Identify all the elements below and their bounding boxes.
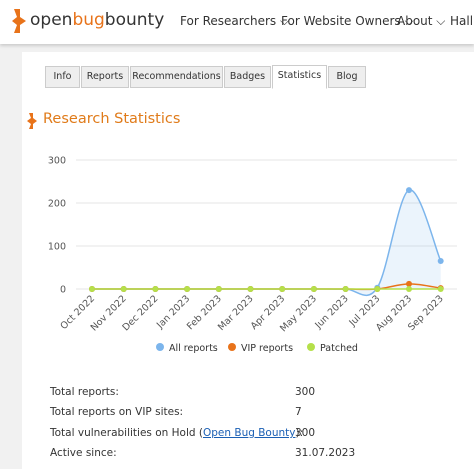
legend-marker (156, 343, 164, 351)
stat-label: Total vulnerabilities on Hold (Open Bug … (50, 427, 303, 439)
nav-text: For Researchers (180, 14, 277, 28)
nav-text: Hall o (450, 14, 474, 28)
logo-text: open (30, 10, 73, 30)
stat-label: Active since: (50, 447, 117, 459)
nav-text: For Website Owners (281, 14, 401, 28)
point (279, 286, 286, 292)
logo-text: bounty (104, 10, 165, 30)
point (374, 286, 381, 292)
point (215, 286, 222, 292)
logo-icon (12, 9, 26, 33)
nav-item[interactable]: For Researchers ⌵ (180, 14, 290, 28)
tab[interactable]: Info (45, 66, 80, 88)
logo[interactable]: openbugbounty (30, 10, 164, 30)
area (92, 189, 441, 296)
x-tick-label: Jun 2023 (313, 293, 351, 331)
stat-value: 300 (295, 386, 316, 398)
link[interactable]: Open Bug Bounty (202, 427, 296, 439)
nav-item[interactable]: Hall o (450, 14, 474, 28)
text: ): (295, 427, 304, 439)
point (406, 280, 412, 287)
header: openbugbounty For Researchers ⌵ For Webs… (0, 0, 474, 44)
point (184, 286, 191, 292)
legend-marker (307, 343, 315, 351)
logo-text: bug (72, 10, 105, 30)
y-tick-label: 0 (60, 285, 66, 296)
tab[interactable]: Blog (328, 66, 366, 88)
point (406, 286, 412, 292)
stat-label: Total reports: (50, 386, 119, 398)
tab[interactable]: Reports (81, 66, 129, 88)
y-tick-label: 100 (48, 242, 66, 253)
nav-item[interactable]: About ⌵ (397, 14, 446, 28)
tab[interactable]: Recommendations (130, 66, 223, 88)
legend-label: VIP reports (241, 343, 293, 354)
point (406, 187, 412, 194)
point (247, 286, 254, 292)
point (89, 286, 95, 292)
stat-value: 7 (295, 406, 302, 418)
nav-item[interactable]: For Website Owners ⌵ (281, 14, 414, 28)
point (152, 286, 159, 292)
point (310, 286, 317, 292)
point (120, 286, 127, 292)
stat-value: 300 (295, 427, 316, 439)
section-title: Research Statistics (43, 111, 181, 127)
point (342, 286, 349, 292)
nav-text: About (397, 14, 433, 28)
tab[interactable]: Badges (224, 66, 271, 88)
y-tick-label: 300 (48, 156, 66, 167)
legend-label: All reports (169, 343, 218, 354)
stat-value: 31.07.2023 (295, 447, 356, 459)
tab[interactable]: Statistics (272, 65, 327, 89)
title-icon (27, 113, 37, 129)
content (22, 52, 474, 469)
point (437, 258, 444, 265)
stat-label: Total reports on VIP sites: (50, 406, 184, 418)
legend-label: Patched (320, 343, 358, 354)
point (437, 286, 444, 292)
y-tick-label: 200 (48, 199, 66, 210)
text: Total vulnerabilities on Hold ( (50, 427, 203, 439)
legend-marker (228, 343, 236, 351)
